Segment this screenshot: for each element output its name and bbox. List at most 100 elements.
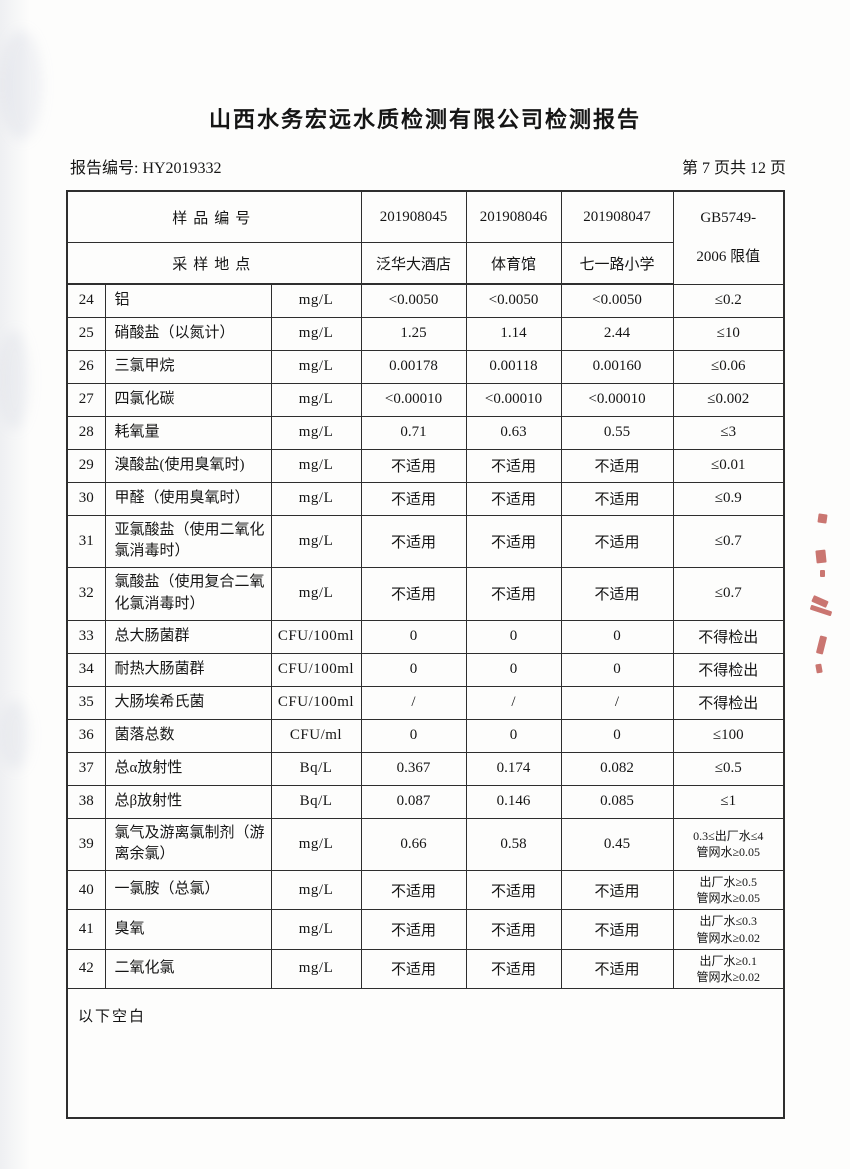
sampling-location-2: 体育馆 [465, 242, 562, 285]
value-sample-2: 0 [465, 718, 562, 753]
limit-value: 不得检出 [672, 619, 785, 654]
sample-id-2: 201908046 [465, 190, 562, 243]
table-row: 24 铝 mg/L <0.0050 <0.0050 <0.0050 ≤0.2 [66, 283, 785, 318]
table-row: 26 三氯甲烷 mg/L 0.00178 0.00118 0.00160 ≤0.06 [66, 349, 785, 384]
value-sample-2: <0.0050 [465, 283, 562, 318]
limit-value: 出厂水≥0.1 管网水≥0.02 [672, 948, 785, 990]
value-sample-3: 0.45 [560, 817, 674, 871]
value-sample-3: 不适用 [560, 909, 674, 950]
row-number: 33 [66, 619, 106, 654]
sample-id-3: 201908047 [560, 190, 674, 243]
unit: Bq/L [270, 751, 362, 786]
limit-line: 管网水≥0.02 [696, 969, 761, 984]
value-sample-1: 0 [360, 619, 467, 654]
limit-value: 出厂水≤0.3 管网水≥0.02 [672, 909, 785, 950]
limit-value: ≤100 [672, 718, 785, 753]
parameter-name: 四氯化碳 [104, 382, 272, 417]
blank-row: 以下空白 [66, 988, 785, 1119]
table-row: 38 总β放射性 Bq/L 0.087 0.146 0.085 ≤1 [66, 784, 785, 819]
unit: mg/L [270, 316, 362, 351]
parameter-name: 二氧化氯 [104, 948, 272, 990]
header-row-locations: 采样地点 泛华大酒店 体育馆 七一路小学 [66, 242, 784, 285]
table-row: 28 耗氧量 mg/L 0.71 0.63 0.55 ≤3 [66, 415, 785, 450]
limit-value: ≤0.2 [672, 283, 785, 318]
value-sample-2: 0.146 [465, 784, 562, 819]
table-row: 39 氯气及游离氯制剂（游离余氯） mg/L 0.66 0.58 0.45 0.3≤出厂水≤… [66, 817, 785, 871]
value-sample-2: 不适用 [465, 909, 562, 950]
page-indicator: 第 7 页共 12 页 [681, 160, 786, 177]
report-meta-row: 报告编号: HY2019332 第 7 页共 12 页 [70, 154, 786, 178]
value-sample-3: 0 [560, 652, 674, 687]
row-number: 34 [66, 652, 106, 687]
value-sample-1: 不适用 [360, 869, 467, 911]
limit-value: 不得检出 [672, 652, 785, 687]
value-sample-2: 0 [465, 652, 562, 687]
limit-standard-line2: 2006 限值 [696, 248, 761, 265]
table-row: 25 硝酸盐（以氮计） mg/L 1.25 1.14 2.44 ≤10 [66, 316, 785, 351]
value-sample-3: 不适用 [560, 514, 674, 568]
value-sample-1: 不适用 [360, 448, 467, 483]
parameter-name: 亚氯酸盐（使用二氧化氯消毒时） [104, 514, 272, 568]
limit-line: 管网水≥0.05 [696, 845, 761, 860]
scan-smudge [0, 330, 30, 430]
limit-value: ≤3 [672, 415, 785, 450]
value-sample-3: / [560, 685, 674, 720]
sampling-location-1: 泛华大酒店 [360, 242, 467, 285]
row-number: 39 [66, 817, 106, 871]
value-sample-1: 0.087 [360, 784, 467, 819]
row-number: 37 [66, 751, 106, 786]
value-sample-3: <0.00010 [560, 382, 674, 417]
value-sample-2: / [465, 685, 562, 720]
location-header-label: 采样地点 [66, 242, 362, 285]
value-sample-1: 不适用 [360, 481, 467, 516]
value-sample-3: 0 [560, 619, 674, 654]
value-sample-3: 不适用 [560, 948, 674, 990]
unit: CFU/ml [270, 718, 362, 753]
limit-value: ≤0.9 [672, 481, 785, 516]
parameter-name: 大肠埃希氏菌 [104, 685, 272, 720]
table-row: 33 总大肠菌群 CFU/100ml 0 0 0 不得检出 [66, 619, 785, 654]
sample-id-header-label: 样品编号 [66, 190, 362, 243]
unit: mg/L [270, 514, 362, 568]
unit: mg/L [270, 448, 362, 483]
row-number: 41 [66, 909, 106, 950]
value-sample-1: 不适用 [360, 909, 467, 950]
unit: mg/L [270, 415, 362, 450]
value-sample-3: 0 [560, 718, 674, 753]
value-sample-1: 0.00178 [360, 349, 467, 384]
sample-id-1: 201908045 [360, 190, 467, 243]
parameter-name: 三氯甲烷 [104, 349, 272, 384]
report-title: 山西水务宏远水质检测有限公司检测报告 [208, 107, 641, 132]
scan-smudge [2, 700, 30, 770]
value-sample-3: 0.082 [560, 751, 674, 786]
value-sample-2: 0.58 [465, 817, 562, 871]
value-sample-1: <0.0050 [360, 283, 467, 318]
table-row: 37 总α放射性 Bq/L 0.367 0.174 0.082 ≤0.5 [66, 751, 785, 786]
value-sample-3: 0.00160 [560, 349, 674, 384]
limit-line: 出厂水≤0.3 [699, 914, 758, 929]
unit: mg/L [270, 817, 362, 871]
parameter-name: 一氯胺（总氯） [104, 869, 272, 911]
unit: CFU/100ml [270, 685, 362, 720]
value-sample-1: / [360, 685, 467, 720]
value-sample-1: 0.367 [360, 751, 467, 786]
table-row: 32 氯酸盐（使用复合二氧化氯消毒时） mg/L 不适用 不适用 不适用 ≤0.7 [66, 567, 785, 621]
limit-value: 出厂水≥0.5 管网水≥0.05 [672, 869, 785, 911]
limit-value: ≤0.5 [672, 751, 785, 786]
limit-line: 0.3≤出厂水≤4 [693, 829, 764, 844]
value-sample-3: 不适用 [560, 869, 674, 911]
unit: Bq/L [270, 784, 362, 819]
value-sample-3: <0.0050 [560, 283, 674, 318]
parameter-name: 总α放射性 [104, 751, 272, 786]
row-number: 40 [66, 869, 106, 911]
row-number: 25 [66, 316, 106, 351]
value-sample-2: 不适用 [465, 481, 562, 516]
unit: mg/L [270, 948, 362, 990]
header-row-sample-ids: 样品编号 201908045 201908046 201908047 GB574… [66, 190, 785, 285]
limit-value: ≤0.01 [672, 448, 785, 483]
table-row: 41 臭氧 mg/L 不适用 不适用 不适用 出厂水≤0.3 管网水≥0.02 [66, 909, 785, 950]
unit: mg/L [270, 283, 362, 318]
value-sample-2: <0.00010 [465, 382, 562, 417]
unit: CFU/100ml [270, 652, 362, 687]
parameter-name: 氯酸盐（使用复合二氧化氯消毒时） [104, 567, 272, 621]
